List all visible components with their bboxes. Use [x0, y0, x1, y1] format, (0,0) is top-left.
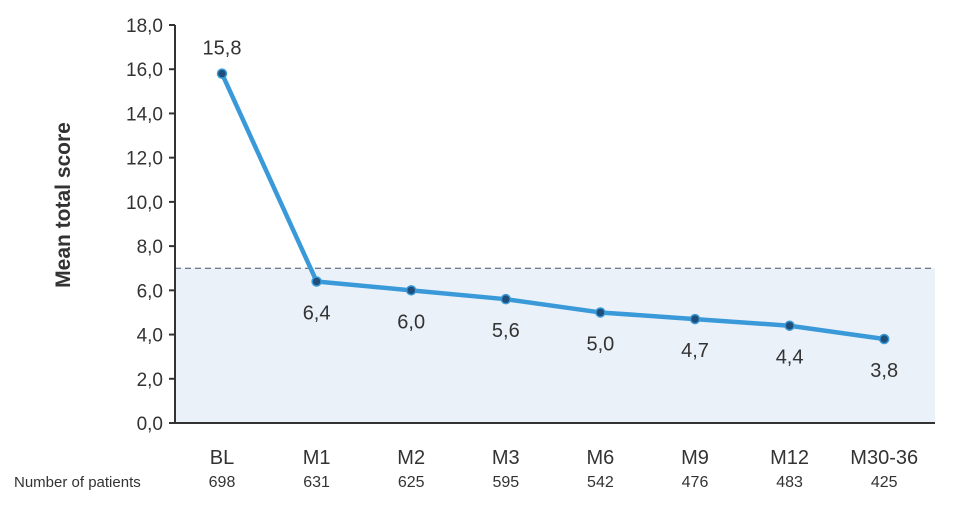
y-tick-label: 12,0	[126, 149, 163, 170]
x-tick-label: M30-36	[850, 447, 918, 469]
y-tick-label: 10,0	[126, 193, 163, 214]
data-point	[595, 307, 606, 318]
x-tick-label: M6	[587, 447, 615, 469]
data-point	[216, 68, 228, 79]
data-point	[405, 285, 417, 296]
patients-label: Number of patients	[14, 474, 141, 491]
y-tick-label: 14,0	[126, 104, 163, 125]
y-axis-label: Mean total score	[52, 122, 75, 288]
data-label: 6,0	[397, 311, 425, 333]
data-label: 4,4	[776, 347, 804, 369]
patient-count: 542	[587, 474, 614, 491]
x-tick-label: BL	[210, 447, 234, 469]
data-label: 15,8	[203, 38, 242, 60]
data-label: 5,6	[492, 320, 520, 342]
data-point	[878, 333, 890, 345]
patient-count: 425	[871, 474, 898, 491]
data-label: 5,0	[586, 333, 614, 355]
patient-count: 483	[776, 474, 803, 491]
x-tick-label: M1	[303, 447, 331, 469]
data-label: 6,4	[303, 302, 331, 324]
x-tick-label: M2	[397, 447, 425, 469]
patient-count: 631	[303, 474, 330, 491]
data-point	[689, 313, 701, 325]
x-tick-label: M9	[681, 447, 709, 469]
data-point	[500, 293, 512, 305]
patient-count: 698	[209, 474, 236, 491]
x-tick-label: M12	[770, 447, 809, 469]
data-point	[311, 276, 322, 287]
y-tick-label: 6,0	[137, 281, 163, 302]
data-label: 3,8	[870, 360, 898, 382]
y-tick-label: 18,0	[126, 16, 163, 37]
data-label: 4,7	[681, 340, 709, 362]
y-tick-label: 0,0	[137, 414, 163, 435]
data-point	[784, 320, 795, 331]
y-tick-label: 4,0	[137, 326, 163, 347]
series-line	[219, 72, 885, 342]
patient-count: 476	[682, 474, 709, 491]
y-tick-label: 8,0	[137, 237, 163, 258]
y-tick-label: 16,0	[126, 60, 163, 81]
threshold-shaded-region	[175, 268, 935, 423]
y-tick-label: 2,0	[137, 370, 163, 391]
x-tick-label: M3	[492, 447, 520, 469]
patient-count: 625	[398, 474, 425, 491]
patient-count: 595	[492, 474, 519, 491]
